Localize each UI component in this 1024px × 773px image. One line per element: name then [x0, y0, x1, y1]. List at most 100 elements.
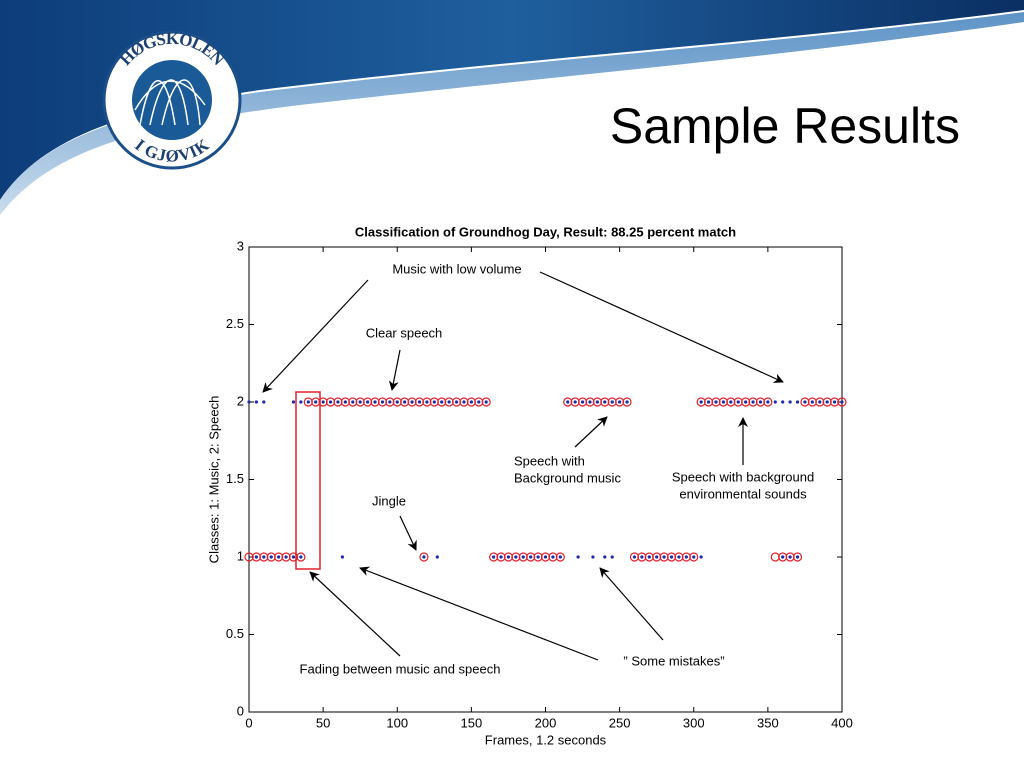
- result-marker: [736, 400, 740, 404]
- result-marker: [506, 555, 511, 559]
- logo-core: [132, 60, 212, 140]
- result-marker: [351, 400, 355, 404]
- result-marker: [595, 400, 599, 404]
- x-tick-label: 0: [245, 715, 252, 730]
- chart: Classification of Groundhog Day, Result:…: [206, 224, 852, 747]
- result-marker: [558, 555, 562, 559]
- result-marker: [417, 400, 422, 404]
- result-marker: [395, 400, 399, 404]
- result-marker: [744, 400, 748, 404]
- truth-marker: [689, 552, 699, 562]
- annotation-arrow: [359, 566, 599, 661]
- chart-title: Classification of Groundhog Day, Result:…: [355, 224, 736, 239]
- result-marker: [403, 400, 407, 404]
- result-marker: [262, 555, 266, 559]
- result-marker: [521, 555, 525, 559]
- result-marker: [410, 400, 414, 404]
- result-marker: [422, 555, 426, 559]
- plot-frame: [248, 246, 843, 713]
- result-marker: [795, 555, 800, 559]
- result-marker: [314, 400, 318, 404]
- x-tick-label: 250: [609, 715, 631, 730]
- result-marker: [328, 400, 333, 404]
- result-marker: [729, 400, 733, 404]
- result-marker: [573, 400, 577, 404]
- result-marker: [462, 400, 466, 404]
- result-marker: [254, 555, 259, 559]
- result-marker: [766, 400, 770, 404]
- result-marker: [576, 555, 580, 559]
- result-marker: [788, 555, 792, 559]
- result-marker: [610, 400, 614, 404]
- result-marker: [810, 400, 814, 404]
- result-marker: [773, 400, 777, 404]
- result-marker: [803, 400, 807, 404]
- result-marker: [751, 400, 755, 404]
- result-marker: [781, 555, 785, 559]
- annotation: ” Some mistakes”: [623, 653, 724, 668]
- result-marker: [435, 555, 439, 559]
- result-marker: [366, 400, 370, 404]
- result-marker: [343, 400, 347, 404]
- x-tick-label: 150: [461, 715, 483, 730]
- y-axis-label: Classes: 1: Music, 2: Speech: [206, 396, 221, 564]
- result-marker: [340, 555, 344, 559]
- result-marker: [699, 555, 703, 559]
- result-marker: [469, 400, 473, 404]
- result-marker: [492, 555, 496, 559]
- truth-marker: [763, 397, 773, 407]
- slide-title: Sample Results: [610, 98, 960, 154]
- result-marker: [447, 400, 451, 404]
- result-marker: [477, 400, 481, 404]
- result-marker: [247, 400, 251, 404]
- annotation-arrow: [262, 279, 369, 393]
- result-marker: [669, 555, 674, 559]
- result-marker: [684, 555, 688, 559]
- annotation-arrow: [574, 416, 608, 448]
- result-marker: [758, 400, 763, 404]
- result-marker: [277, 555, 281, 559]
- result-marker: [254, 400, 259, 404]
- result-marker: [306, 400, 310, 404]
- x-tick-label: 400: [831, 715, 853, 730]
- result-marker: [610, 555, 614, 559]
- x-tick-label: 200: [535, 715, 557, 730]
- result-marker: [677, 555, 681, 559]
- truth-marker: [622, 397, 632, 407]
- result-marker: [432, 400, 436, 404]
- result-marker: [299, 400, 303, 404]
- result-marker: [440, 400, 444, 404]
- annotation: Jingle: [372, 493, 406, 508]
- annotation-arrow: [599, 567, 664, 641]
- x-tick-label: 50: [316, 715, 330, 730]
- result-marker: [514, 555, 518, 559]
- result-marker: [284, 555, 288, 559]
- result-marker: [269, 555, 273, 559]
- result-marker: [580, 400, 585, 404]
- annotation: Fading between music and speech: [300, 661, 501, 676]
- result-marker: [825, 400, 829, 404]
- x-tick-label: 350: [757, 715, 779, 730]
- result-marker: [566, 400, 570, 404]
- result-marker: [603, 555, 607, 559]
- result-marker: [662, 555, 666, 559]
- annotation: environmental sounds: [679, 486, 807, 501]
- result-marker: [781, 400, 785, 404]
- result-marker: [714, 400, 718, 404]
- truth-marker: [419, 552, 429, 562]
- result-marker: [291, 400, 296, 404]
- result-marker: [699, 400, 703, 404]
- result-marker: [291, 555, 296, 559]
- result-marker: [832, 400, 837, 404]
- truth-marker: [837, 397, 847, 407]
- annotation: Clear speech: [366, 325, 443, 340]
- result-marker: [529, 555, 533, 559]
- annotation-arrow: [539, 271, 784, 383]
- x-axis-label: Frames, 1.2 seconds: [485, 732, 607, 747]
- result-marker: [640, 555, 644, 559]
- annotation: Speech with background: [672, 469, 814, 484]
- result-marker: [380, 400, 385, 404]
- result-marker: [647, 555, 651, 559]
- result-marker: [625, 400, 629, 404]
